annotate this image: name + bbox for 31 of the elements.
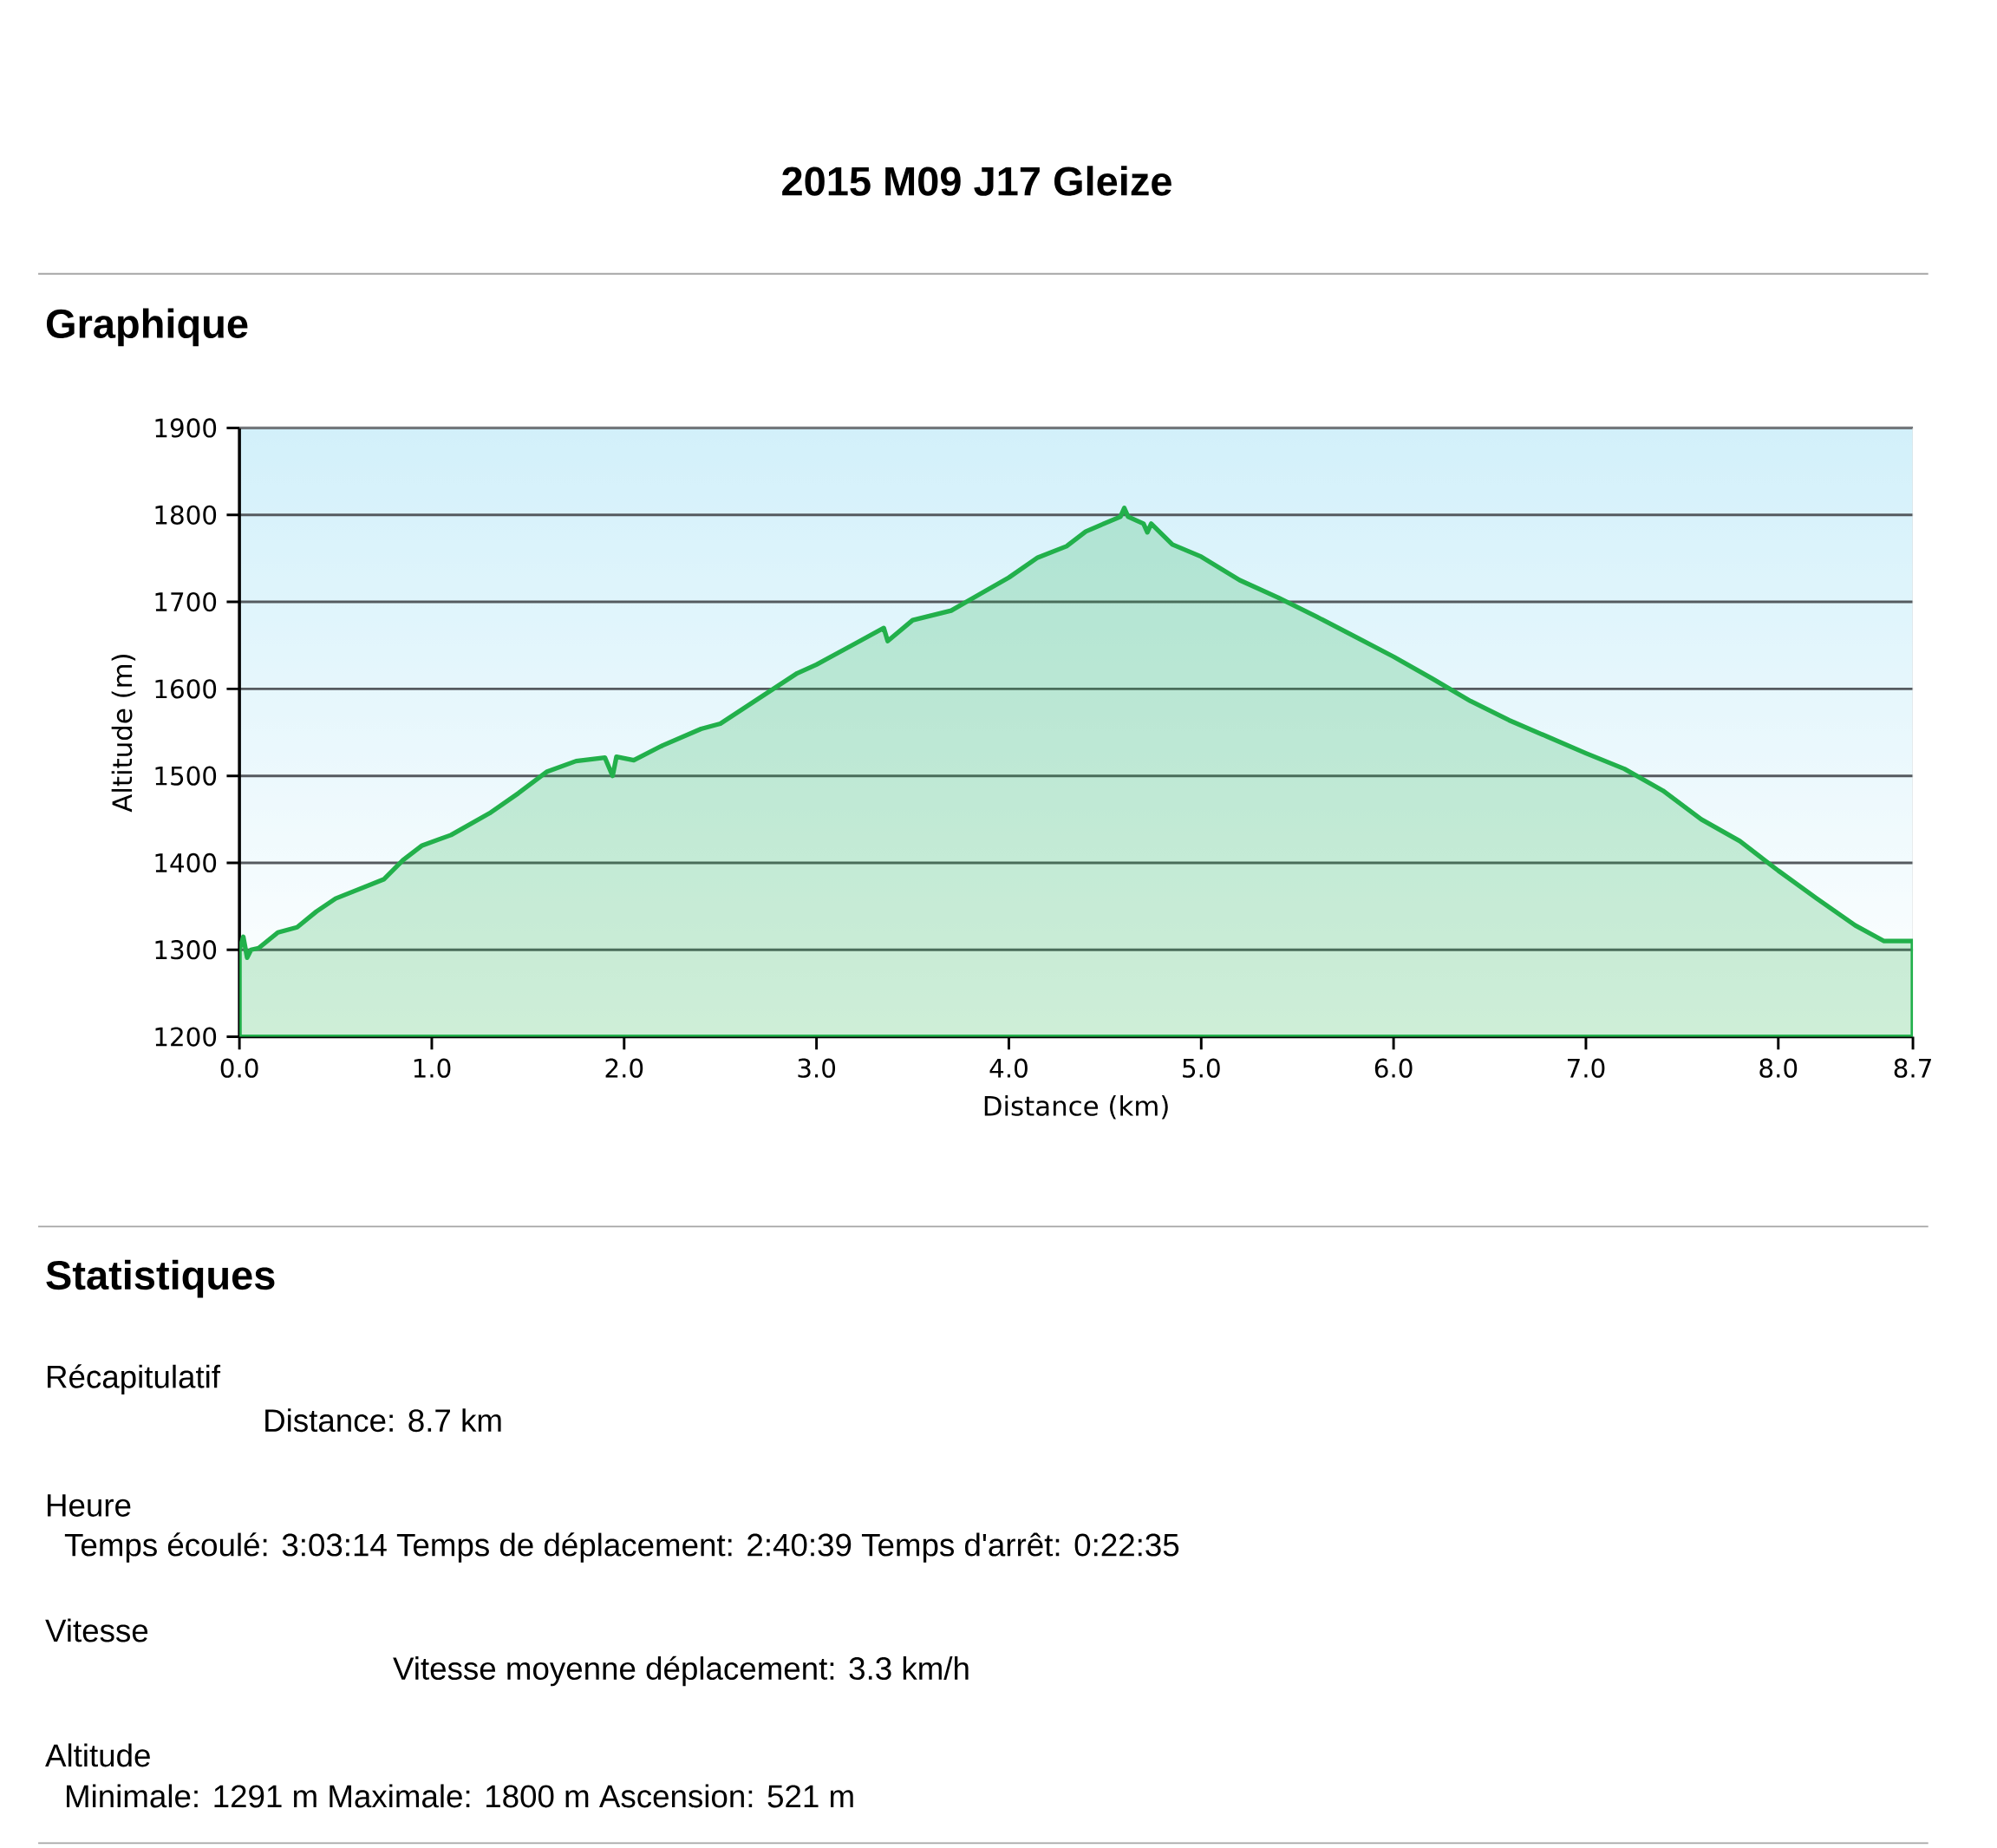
x-tick-label: 7.0 bbox=[1567, 1058, 1605, 1078]
y-tick-label: 1900 bbox=[155, 418, 217, 438]
text: Heure bbox=[47, 1494, 131, 1517]
text: Récapitulatif bbox=[47, 1364, 221, 1394]
y-tick-label: 1200 bbox=[155, 1027, 217, 1047]
x-tick-label: 1.0 bbox=[414, 1058, 451, 1078]
text: Minimale: 1291 m Maximale: 1800 m Ascension: 521 m bbox=[67, 1784, 853, 1808]
y-tick-label: 1300 bbox=[155, 940, 217, 960]
x-tick-label: 8.0 bbox=[1759, 1058, 1798, 1078]
text: Vitesse moyenne déplacement: 3.3 km/h bbox=[393, 1655, 969, 1687]
y-tick-label: 1400 bbox=[155, 852, 217, 872]
y-tick-label: 1600 bbox=[155, 679, 217, 699]
x-tick-label: 4.0 bbox=[989, 1058, 1028, 1078]
x-axis-title: Distance (km) bbox=[984, 1094, 1168, 1120]
x-tick-label: 6.0 bbox=[1374, 1058, 1413, 1078]
text: Graphique bbox=[46, 308, 248, 347]
x-tick-label: 8.7 bbox=[1894, 1058, 1931, 1078]
x-tick-label: 2.0 bbox=[605, 1058, 643, 1078]
text: Temps écoulé: 3:03:14 Temps de déplacement: 2:40:39 Temps d'arrêt: 0:22:35 bbox=[64, 1532, 1179, 1563]
text: Vitesse bbox=[45, 1618, 148, 1642]
y-tick-label: 1500 bbox=[155, 766, 217, 786]
text: Distance: 8.7 km bbox=[265, 1408, 501, 1433]
x-tick-label: 3.0 bbox=[798, 1058, 836, 1078]
text: Statistiques bbox=[46, 1259, 275, 1298]
x-tick-label: 0.0 bbox=[220, 1058, 258, 1078]
y-axis-title: Altitude (m) bbox=[111, 654, 136, 813]
y-tick-label: 1800 bbox=[155, 505, 217, 525]
x-tick-label: 5.0 bbox=[1183, 1058, 1220, 1078]
text: Altitude bbox=[45, 1743, 150, 1767]
y-tick-label: 1700 bbox=[155, 591, 217, 612]
chart-title: 2015 M09 J17 Gleize bbox=[782, 166, 1171, 196]
